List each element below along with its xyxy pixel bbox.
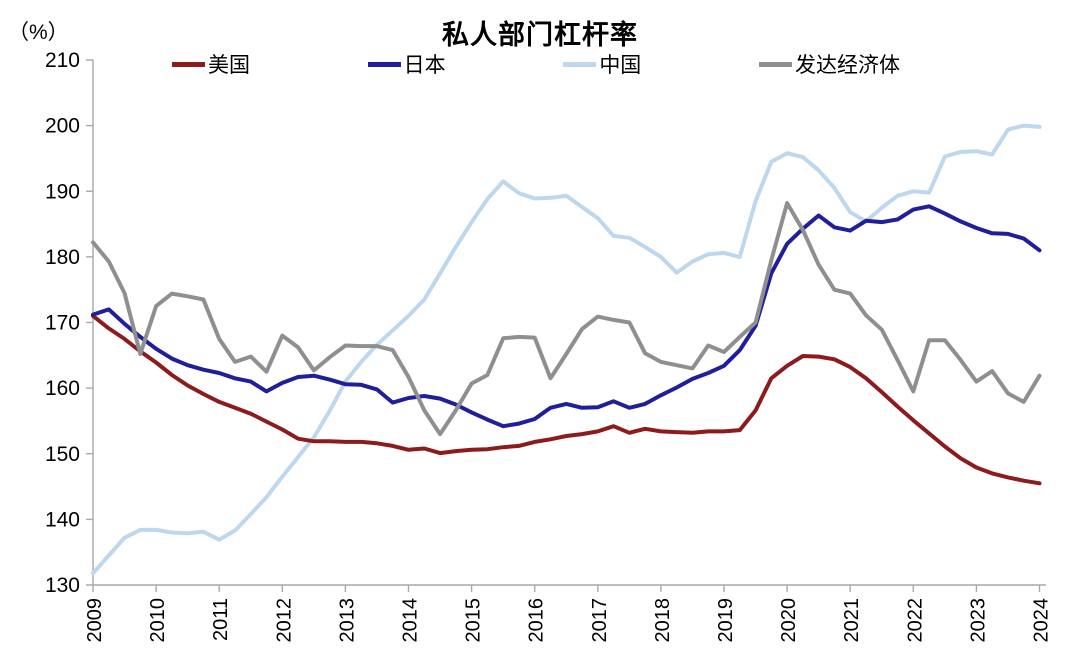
y-tick-label: 190 bbox=[45, 180, 80, 203]
legend-item-dm: 发达经济体 bbox=[758, 49, 900, 79]
x-tick-label: 2021 bbox=[841, 598, 863, 643]
legend-swatch-japan-icon bbox=[367, 61, 401, 67]
x-tick-label: 2009 bbox=[84, 598, 106, 643]
x-tick-label: 2024 bbox=[1031, 598, 1053, 643]
y-tick-label: 210 bbox=[45, 49, 80, 72]
legend-item-japan: 日本 bbox=[367, 49, 446, 79]
y-tick-label: 130 bbox=[45, 574, 80, 597]
legend-swatch-china-icon bbox=[563, 61, 597, 67]
series-line-china bbox=[91, 123, 1042, 576]
x-tick-label: 2016 bbox=[526, 598, 548, 643]
x-tick-label: 2022 bbox=[904, 598, 926, 643]
axis-lines bbox=[92, 60, 1046, 586]
x-tick-label: 2017 bbox=[589, 598, 611, 643]
x-tick-label: 2012 bbox=[273, 598, 295, 643]
x-tick-label: 2014 bbox=[400, 598, 422, 643]
series-line-dm bbox=[91, 201, 1042, 437]
series-line-us bbox=[91, 313, 1042, 486]
series-line-japan bbox=[91, 204, 1042, 429]
legend-label-japan: 日本 bbox=[403, 54, 446, 77]
x-tick-label: 2023 bbox=[967, 598, 989, 643]
x-tick-label: 2015 bbox=[463, 598, 485, 643]
legend-label-us: 美国 bbox=[208, 54, 250, 77]
x-tick-label: 2018 bbox=[652, 598, 674, 643]
y-tick-label: 140 bbox=[45, 508, 80, 531]
legend-swatch-us-icon bbox=[172, 61, 205, 67]
y-tick-label: 200 bbox=[45, 115, 80, 138]
y-tick-label: 170 bbox=[45, 312, 80, 335]
legend-label-china: 中国 bbox=[599, 54, 642, 77]
x-tick-label: 2011 bbox=[210, 598, 232, 641]
x-tick-label: 2019 bbox=[715, 598, 737, 643]
x-tick-label: 2020 bbox=[778, 598, 800, 643]
x-tick-label: 2013 bbox=[336, 598, 358, 643]
legend-label-dm: 发达经济体 bbox=[794, 54, 900, 77]
y-tick-label: 180 bbox=[45, 246, 80, 269]
legend-item-us: 美国 bbox=[172, 49, 250, 79]
y-tick-label: 150 bbox=[45, 443, 80, 466]
chart-title: 私人部门杠杆率 bbox=[442, 20, 638, 50]
legend-swatch-dm-icon bbox=[758, 61, 792, 67]
x-tick-label: 2010 bbox=[147, 598, 169, 643]
legend-item-china: 中国 bbox=[563, 49, 641, 79]
y-axis-unit-label: （%） bbox=[8, 21, 69, 44]
y-tick-label: 160 bbox=[45, 377, 80, 400]
chart-legend: 美国 日本 中国 发达经济体 bbox=[172, 49, 900, 79]
